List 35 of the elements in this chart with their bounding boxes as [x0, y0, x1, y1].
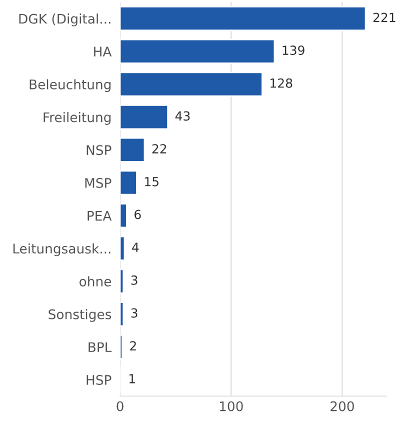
data-label: 4 — [132, 242, 139, 252]
y-tick-label: Leitungsausk... — [13, 243, 110, 256]
data-label: 139 — [282, 46, 304, 56]
y-tick-label: PEA — [88, 210, 112, 221]
data-label: 3 — [131, 308, 138, 318]
bar — [120, 203, 128, 228]
bar — [120, 72, 263, 97]
data-label: 6 — [134, 210, 141, 220]
data-label: 1 — [129, 374, 135, 384]
data-label: 3 — [131, 275, 138, 285]
y-tick-label: HSP — [86, 374, 112, 385]
bar — [120, 137, 146, 162]
bar — [120, 38, 276, 64]
data-label: 15 — [145, 177, 158, 186]
data-label: 128 — [270, 78, 292, 88]
y-tick-label: BPL — [88, 342, 112, 352]
data-label: 43 — [175, 111, 190, 121]
y-tick-label: Freileitung — [44, 112, 111, 125]
y-tick-label: NSP — [86, 145, 112, 156]
x-tick-label: 100 — [220, 401, 243, 412]
x-tick-label: 0 — [116, 401, 124, 412]
data-label: 2 — [130, 341, 136, 350]
data-label: 221 — [373, 12, 396, 22]
bar — [120, 104, 169, 130]
y-tick-label: Beleuchtung — [30, 79, 111, 92]
y-tick-label: MSP — [85, 178, 112, 188]
y-tick-label: DGK (Digital... — [19, 14, 110, 26]
y-tick-label: ohne — [80, 276, 112, 286]
bar — [120, 268, 124, 294]
bar — [120, 6, 366, 32]
x-tick-label: 200 — [330, 401, 354, 412]
y-tick-label: HA — [94, 46, 112, 56]
bar — [120, 170, 138, 196]
y-tick-label: Sonstiges — [48, 309, 112, 322]
data-label: 22 — [152, 144, 166, 154]
